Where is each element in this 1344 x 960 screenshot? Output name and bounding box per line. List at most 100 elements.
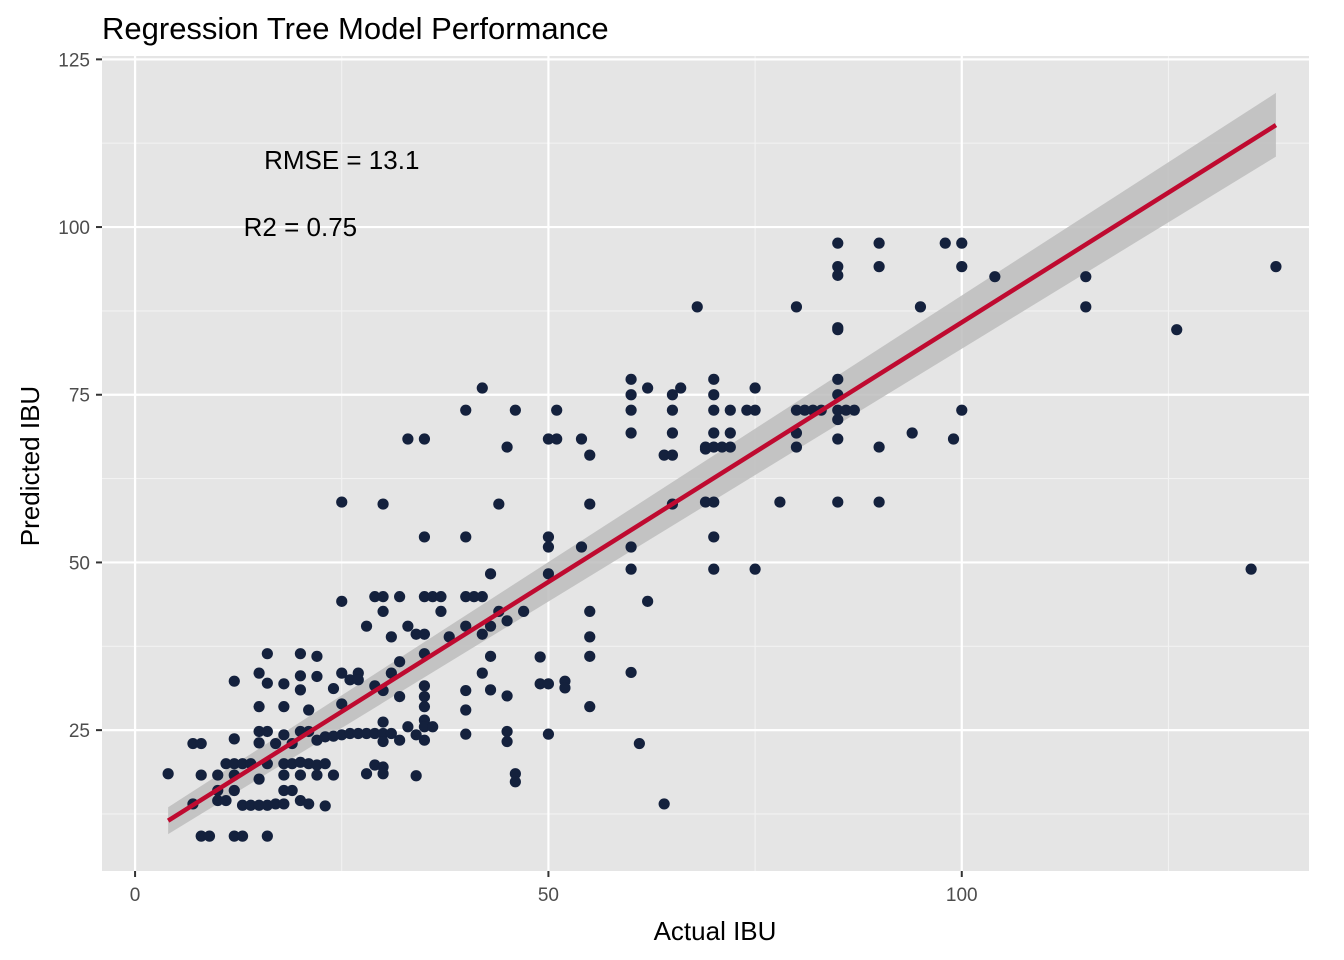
data-point <box>294 670 307 682</box>
data-point <box>708 531 720 543</box>
data-point <box>625 404 637 416</box>
data-point <box>484 684 497 696</box>
points-layer <box>162 237 1282 842</box>
data-point <box>236 799 249 811</box>
fit-line <box>166 123 1278 823</box>
data-point <box>708 427 720 439</box>
data-point <box>749 563 761 575</box>
data-point <box>584 605 596 618</box>
y-tick-label: 75 <box>69 386 90 407</box>
data-point <box>418 591 431 603</box>
data-point <box>956 261 968 273</box>
data-point <box>377 716 389 728</box>
data-point <box>625 563 637 575</box>
data-point <box>253 667 265 679</box>
data-point <box>542 541 555 553</box>
data-point <box>509 776 521 788</box>
data-point <box>551 404 563 416</box>
data-point <box>708 496 720 508</box>
annotation-label: RMSE = 13.1 <box>264 145 419 175</box>
data-point <box>212 769 224 781</box>
data-point <box>501 441 513 453</box>
data-point <box>261 677 273 689</box>
data-point <box>311 759 323 771</box>
y-axis-title: Predicted IBU <box>15 386 45 546</box>
data-point <box>542 568 555 580</box>
data-point <box>394 734 406 746</box>
data-point <box>261 648 273 660</box>
data-point <box>253 725 265 738</box>
data-point <box>873 261 885 273</box>
data-point <box>460 404 472 416</box>
data-point <box>377 735 389 748</box>
y-tick-label: 50 <box>69 553 90 574</box>
data-point <box>724 441 736 453</box>
data-point <box>947 433 960 445</box>
data-point <box>261 799 273 811</box>
data-point <box>203 830 216 842</box>
data-point <box>873 237 885 249</box>
x-tick-label: 100 <box>946 885 978 906</box>
data-point <box>460 591 472 603</box>
data-point <box>484 620 497 632</box>
data-point <box>501 615 513 627</box>
data-point <box>427 591 439 603</box>
data-point <box>460 620 472 632</box>
data-point <box>708 373 720 385</box>
data-point <box>427 721 439 733</box>
data-point <box>228 758 240 770</box>
data-point <box>501 725 513 738</box>
data-point <box>319 731 331 743</box>
data-point <box>311 769 323 781</box>
data-point <box>1245 563 1257 575</box>
data-point <box>484 568 497 580</box>
data-point <box>542 678 555 690</box>
data-point <box>327 682 340 695</box>
data-point <box>195 830 207 842</box>
data-point <box>294 769 307 781</box>
data-point <box>162 768 174 780</box>
data-point <box>435 591 447 603</box>
data-point <box>1270 261 1282 273</box>
data-point <box>625 373 637 385</box>
chart-title: Regression Tree Model Performance <box>102 11 609 46</box>
data-point <box>749 404 761 416</box>
data-point <box>741 404 753 416</box>
data-point <box>989 271 1001 283</box>
data-point <box>1171 324 1183 336</box>
data-point <box>360 620 373 632</box>
data-point <box>642 382 654 394</box>
data-point <box>509 768 521 780</box>
data-point <box>212 794 224 807</box>
data-point <box>551 433 563 445</box>
data-point <box>559 682 571 694</box>
data-point <box>278 784 290 797</box>
data-point <box>278 758 290 770</box>
data-point <box>228 733 240 745</box>
data-point <box>840 404 852 416</box>
data-point <box>1080 271 1092 283</box>
data-point <box>633 737 645 750</box>
data-point <box>790 301 803 313</box>
data-point <box>435 605 447 618</box>
data-point <box>956 237 968 249</box>
x-tick-label: 0 <box>130 885 141 906</box>
data-point <box>220 794 232 807</box>
data-point <box>253 701 265 713</box>
data-point <box>327 730 340 742</box>
data-point <box>377 591 389 603</box>
data-point <box>261 830 273 842</box>
data-point <box>311 650 323 662</box>
data-point <box>832 324 844 336</box>
data-point <box>394 690 406 703</box>
data-point <box>873 496 885 508</box>
data-point <box>956 404 968 416</box>
data-point <box>418 680 431 692</box>
data-point <box>377 498 389 510</box>
data-point <box>625 389 637 401</box>
data-point <box>195 737 207 750</box>
data-point <box>658 449 670 461</box>
data-point <box>369 591 381 603</box>
data-point <box>418 531 431 543</box>
data-point <box>261 725 273 738</box>
